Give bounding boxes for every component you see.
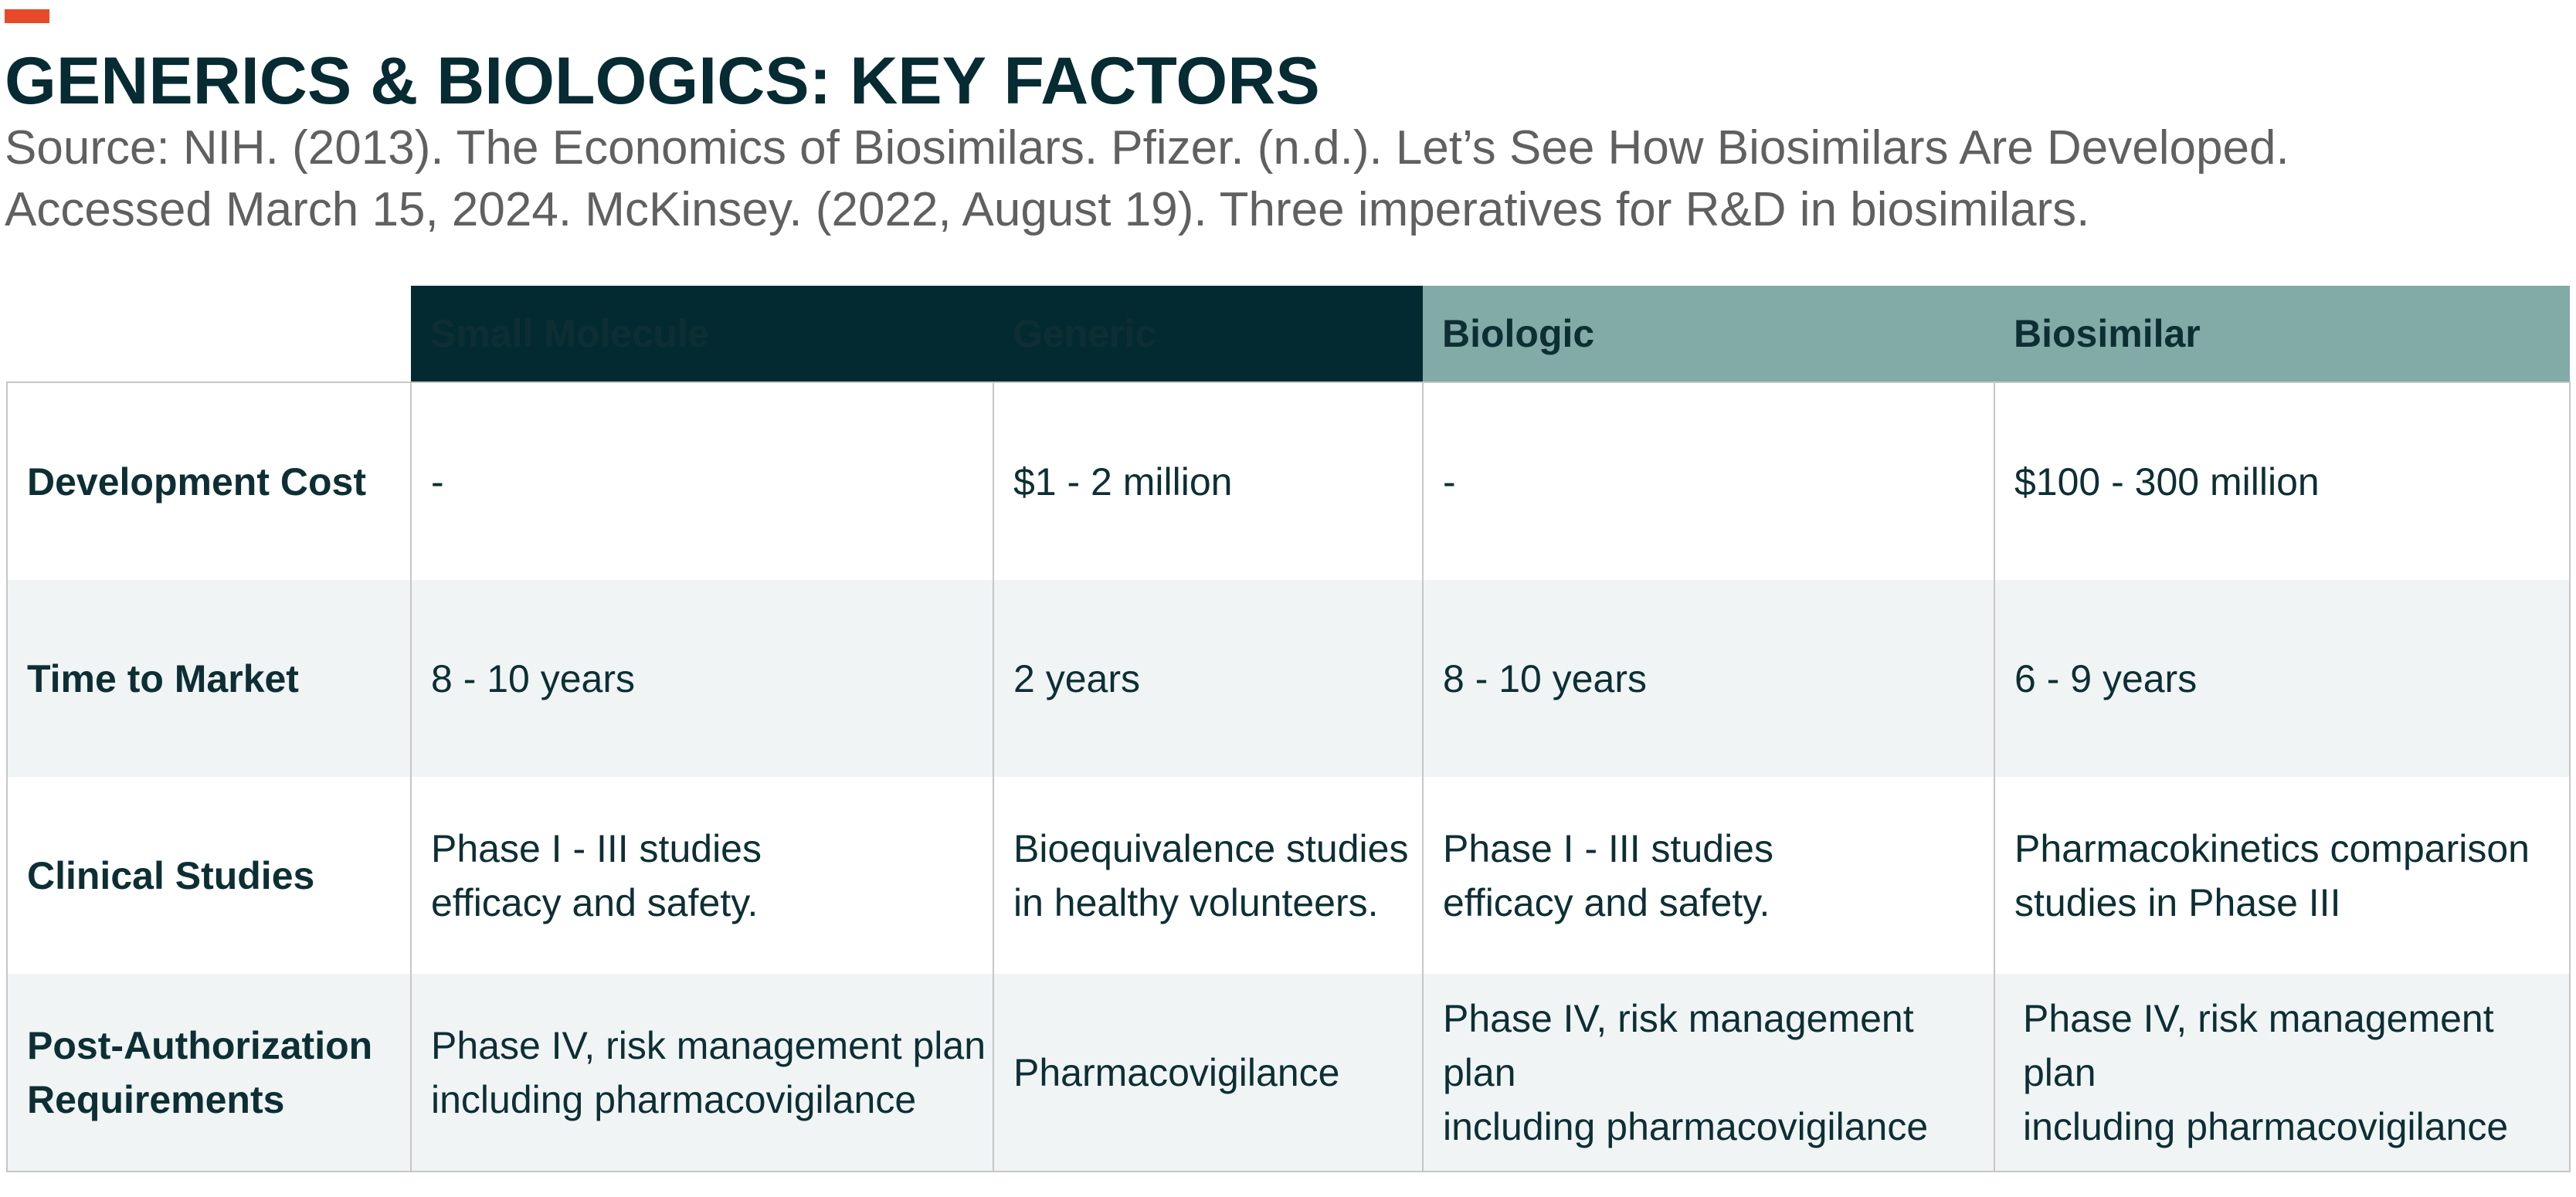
- column-header-biologic: Biologic: [1423, 286, 1994, 382]
- table-cell: -: [1422, 381, 1994, 580]
- table-cell: Phase I - III studies efficacy and safet…: [410, 777, 993, 974]
- cell-line: Phase I - III studies: [431, 826, 762, 870]
- table-row: Development Cost - $1 - 2 million - $100…: [6, 381, 2571, 580]
- table-cell: 2 years: [993, 580, 1423, 777]
- table-cell: 8 - 10 years: [1422, 580, 1994, 777]
- table-cell: -: [410, 381, 993, 580]
- table-row: Clinical Studies Phase I - III studies e…: [6, 777, 2571, 974]
- table-cell: Phase IV, risk management plan including…: [1994, 974, 2571, 1172]
- table-cell: Bioequivalence studies in healthy volunt…: [993, 777, 1423, 974]
- cell-line: Pharmacovigilance: [1013, 1050, 1340, 1094]
- column-header-small-molecule: Small Molecule: [411, 286, 993, 382]
- table-cell: $1 - 2 million: [993, 381, 1423, 580]
- accent-bar: [5, 9, 49, 23]
- cell-line: in healthy volunteers.: [1013, 880, 1379, 924]
- cell-line: including pharmacovigilance: [1443, 1104, 1929, 1148]
- cell-line: Phase IV, risk management plan: [431, 1023, 986, 1067]
- table-cell: Pharmacovigilance: [993, 974, 1423, 1172]
- table-cell: 6 - 9 years: [1994, 580, 2571, 777]
- table-row: Time to Market 8 - 10 years 2 years 8 - …: [6, 580, 2571, 777]
- table-cell: Phase IV, risk management plan including…: [410, 974, 993, 1172]
- column-header-biosimilar: Biosimilar: [1994, 286, 2570, 382]
- table-cell: Phase I - III studies efficacy and safet…: [1422, 777, 1994, 974]
- source-note: Source: NIH. (2013). The Economics of Bi…: [5, 117, 2322, 241]
- source-line-2: Accessed March 15, 2024. McKinsey. (2022…: [5, 183, 2090, 236]
- page-title: GENERICS & BIOLOGICS: KEY FACTORS: [5, 44, 1320, 118]
- cell-line: including pharmacovigilance: [2023, 1104, 2509, 1148]
- cell-line: studies in Phase III: [2014, 880, 2341, 924]
- comparison-table: Small Molecule Generic Biologic Biosimil…: [6, 286, 2571, 1172]
- row-header-clinical-studies: Clinical Studies: [6, 777, 411, 974]
- table-cell: $100 - 300 million: [1994, 381, 2571, 580]
- column-header-generic: Generic: [993, 286, 1423, 382]
- row-header-development-cost: Development Cost: [6, 381, 411, 580]
- cell-line: Requirements: [27, 1077, 285, 1121]
- row-header-post-authorization-requirements: Post-Authorization Requirements: [6, 974, 411, 1172]
- cell-line: Phase IV, risk management plan: [2023, 996, 2494, 1094]
- table-row: Post-Authorization Requirements Phase IV…: [6, 974, 2571, 1172]
- cell-line: Phase IV, risk management plan: [1443, 996, 1914, 1094]
- row-header-time-to-market: Time to Market: [6, 580, 411, 777]
- cell-line: including pharmacovigilance: [431, 1077, 917, 1121]
- header-corner: [7, 286, 411, 382]
- cell-line: efficacy and safety.: [1443, 880, 1770, 924]
- table-cell: Pharmacokinetics comparison studies in P…: [1994, 777, 2571, 974]
- table-cell: 8 - 10 years: [410, 580, 993, 777]
- table-cell: Phase IV, risk management plan including…: [1422, 974, 1994, 1172]
- cell-line: Bioequivalence studies: [1013, 826, 1409, 870]
- cell-line: Pharmacokinetics comparison: [2014, 826, 2530, 870]
- table-header-row: Small Molecule Generic Biologic Biosimil…: [7, 286, 2570, 382]
- cell-line: Post-Authorization: [27, 1023, 373, 1067]
- cell-line: efficacy and safety.: [431, 880, 759, 924]
- source-line-1: Source: NIH. (2013). The Economics of Bi…: [5, 121, 2289, 175]
- cell-line: Phase I - III studies: [1443, 826, 1773, 870]
